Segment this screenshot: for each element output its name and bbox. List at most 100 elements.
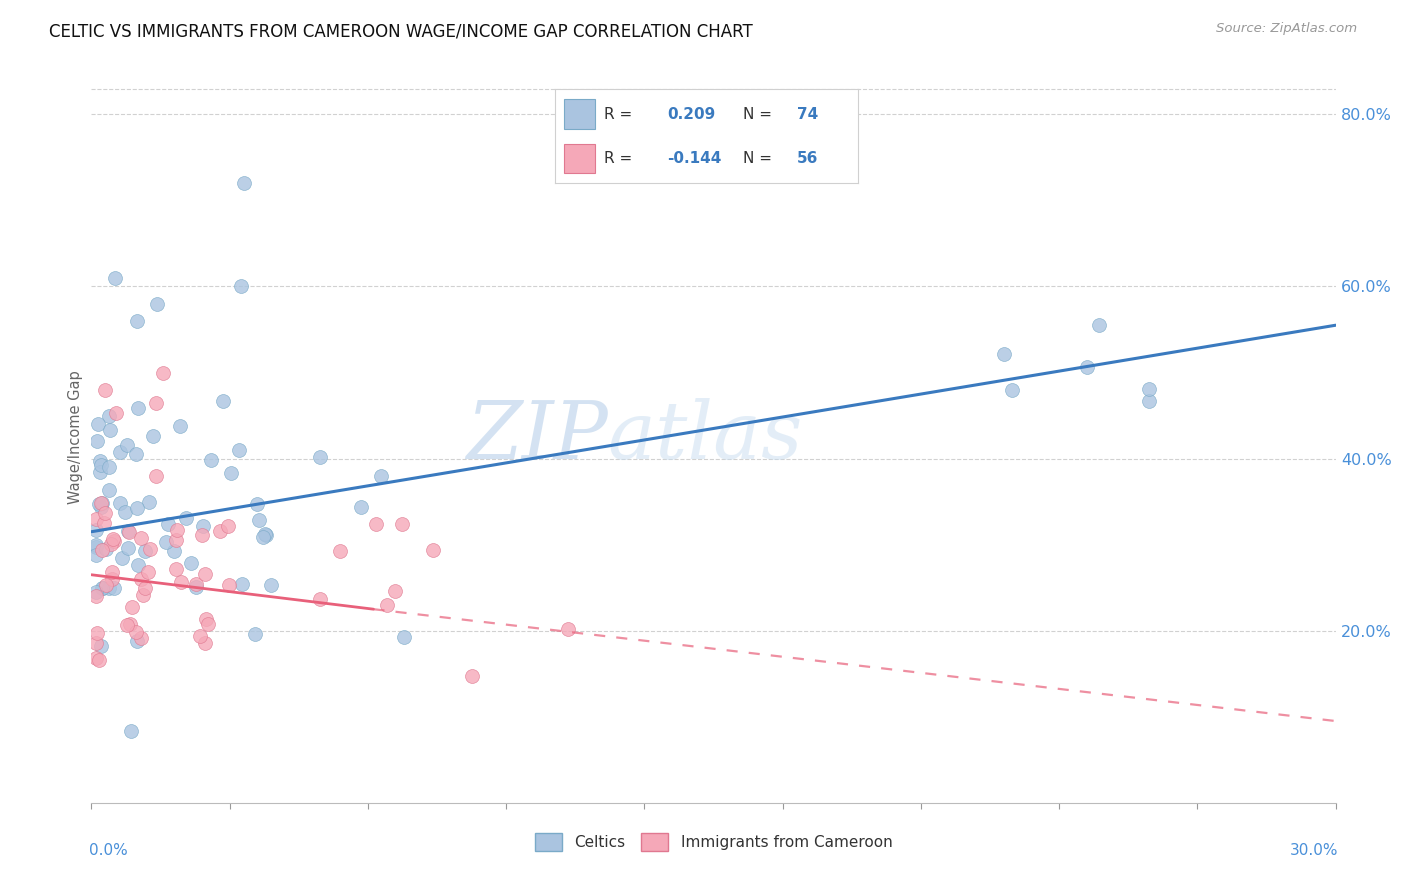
Text: R =: R =	[603, 151, 637, 166]
Point	[86, 434, 108, 449]
Point	[308, 450, 330, 464]
Y-axis label: Wage/Income Gap: Wage/Income Gap	[67, 370, 83, 504]
Point	[132, 588, 155, 602]
Point	[993, 347, 1015, 361]
Point	[197, 617, 219, 632]
Point	[557, 622, 579, 636]
Point	[350, 500, 373, 514]
Point	[84, 589, 107, 603]
Point	[127, 558, 149, 573]
Legend: Celtics, Immigrants from Cameroon: Celtics, Immigrants from Cameroon	[529, 827, 898, 857]
Point	[186, 580, 208, 594]
Point	[117, 541, 139, 556]
Point	[134, 544, 156, 558]
Text: CELTIC VS IMMIGRANTS FROM CAMEROON WAGE/INCOME GAP CORRELATION CHART: CELTIC VS IMMIGRANTS FROM CAMEROON WAGE/…	[49, 22, 754, 40]
Point	[134, 582, 156, 596]
Text: 0.209: 0.209	[668, 106, 716, 121]
Point	[254, 526, 277, 541]
Point	[94, 507, 117, 521]
Point	[254, 527, 277, 541]
Text: Source: ZipAtlas.com: Source: ZipAtlas.com	[1216, 22, 1357, 36]
Point	[209, 524, 232, 538]
Point	[91, 581, 114, 595]
Point	[84, 650, 107, 665]
Text: 30.0%: 30.0%	[1289, 843, 1339, 858]
Point	[195, 612, 218, 626]
Text: 56: 56	[797, 151, 818, 166]
Point	[217, 519, 239, 533]
Point	[84, 538, 107, 552]
Point	[115, 618, 138, 632]
Point	[89, 465, 111, 479]
Bar	[564, 98, 595, 128]
Point	[128, 401, 150, 416]
Point	[184, 577, 207, 591]
Point	[142, 429, 165, 443]
Point	[114, 506, 136, 520]
Point	[101, 572, 124, 586]
Point	[218, 578, 240, 592]
Point	[231, 279, 253, 293]
Point	[90, 458, 112, 473]
Point	[139, 542, 162, 557]
Point	[117, 524, 139, 539]
Point	[252, 530, 274, 544]
Point	[84, 548, 107, 562]
Point	[145, 395, 167, 409]
Point	[94, 383, 117, 397]
Point	[87, 417, 110, 432]
Point	[104, 406, 127, 420]
Point	[121, 599, 143, 614]
Point	[245, 627, 267, 641]
Point	[98, 423, 121, 437]
Point	[89, 454, 111, 468]
Point	[90, 496, 112, 510]
Point	[118, 617, 141, 632]
Point	[101, 533, 124, 547]
Point	[136, 566, 159, 580]
Point	[84, 540, 107, 554]
Point	[93, 516, 115, 531]
Point	[1001, 383, 1024, 397]
Point	[1137, 393, 1160, 408]
Point	[174, 510, 197, 524]
Point	[97, 409, 120, 423]
Text: 74: 74	[797, 106, 818, 121]
Point	[90, 496, 112, 510]
Point	[156, 516, 179, 531]
Point	[98, 483, 121, 497]
Bar	[564, 144, 595, 173]
Point	[97, 460, 120, 475]
Text: ZIP: ZIP	[465, 399, 607, 475]
Point	[110, 495, 132, 509]
Point	[422, 543, 444, 558]
Point	[329, 543, 352, 558]
Point	[246, 497, 269, 511]
Point	[125, 447, 148, 461]
Point	[125, 314, 148, 328]
Point	[364, 516, 387, 531]
Point	[90, 543, 112, 558]
Point	[120, 723, 142, 738]
Point	[1088, 318, 1111, 333]
Point	[260, 578, 283, 592]
Point	[188, 629, 211, 643]
Point	[118, 525, 141, 540]
Point	[84, 511, 107, 525]
Text: R =: R =	[603, 106, 637, 121]
Point	[392, 630, 415, 644]
Point	[84, 585, 107, 599]
Point	[191, 528, 214, 542]
Point	[384, 584, 406, 599]
Point	[152, 366, 174, 380]
Point	[377, 599, 399, 613]
Point	[165, 533, 187, 547]
Point	[129, 572, 152, 586]
Point	[84, 523, 107, 537]
Point	[100, 536, 122, 550]
Point	[162, 544, 184, 558]
Text: N =: N =	[742, 106, 776, 121]
Point	[103, 581, 125, 595]
Point	[180, 557, 202, 571]
Text: 0.0%: 0.0%	[89, 843, 128, 858]
